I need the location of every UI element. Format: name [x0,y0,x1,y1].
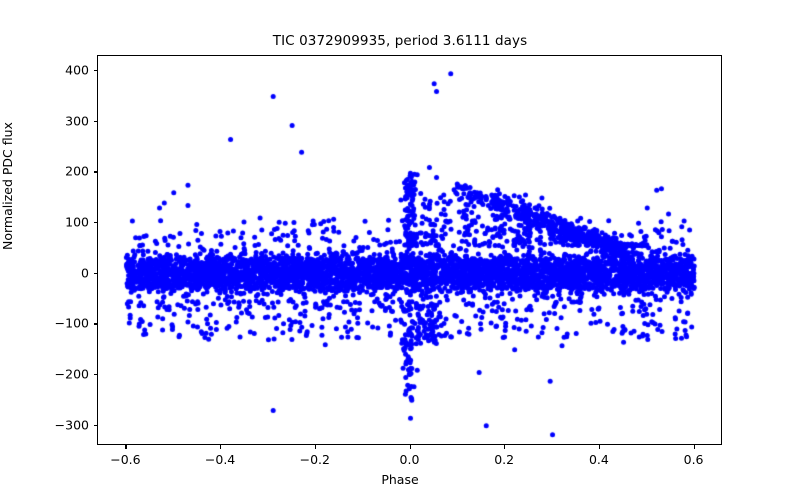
plot-axes-frame [97,55,723,446]
y-tick-label: 0 [81,265,89,281]
y-axis-label: Normalized PDC flux [0,122,15,250]
x-tick-label: −0.2 [299,452,330,467]
y-tick-label: −200 [54,366,89,382]
x-tick-label: 0.2 [494,452,515,467]
y-tick-mark [93,171,97,173]
y-tick-mark [93,323,97,325]
y-tick-label: −100 [54,315,89,331]
y-tick-label: 200 [65,163,89,179]
x-tick-label: −0.4 [204,452,236,467]
x-tick-label: 0.4 [588,452,609,467]
x-tick-mark [598,445,600,449]
x-tick-label: 0.6 [683,452,704,467]
y-tick-mark [93,272,97,274]
x-tick-mark [693,445,695,449]
scatter-plot-canvas [98,56,723,446]
y-tick-mark [93,222,97,224]
y-tick-mark [93,120,97,122]
y-tick-mark [93,424,97,426]
x-tick-label: 0.0 [399,452,420,467]
y-tick-label: 100 [65,214,89,230]
y-tick-mark [93,374,97,376]
x-tick-mark [125,445,127,449]
x-tick-mark [314,445,316,449]
page-title: TIC 0372909935, period 3.6111 days [272,33,528,49]
x-axis-label: Phase [381,472,419,487]
y-tick-label: −300 [54,417,89,433]
y-tick-mark [93,70,97,72]
x-tick-mark [504,445,506,449]
y-tick-label: 400 [65,62,89,78]
x-tick-label: −0.6 [110,452,141,467]
x-tick-mark [409,445,411,449]
y-tick-label: 300 [65,113,89,129]
x-tick-mark [220,445,222,449]
